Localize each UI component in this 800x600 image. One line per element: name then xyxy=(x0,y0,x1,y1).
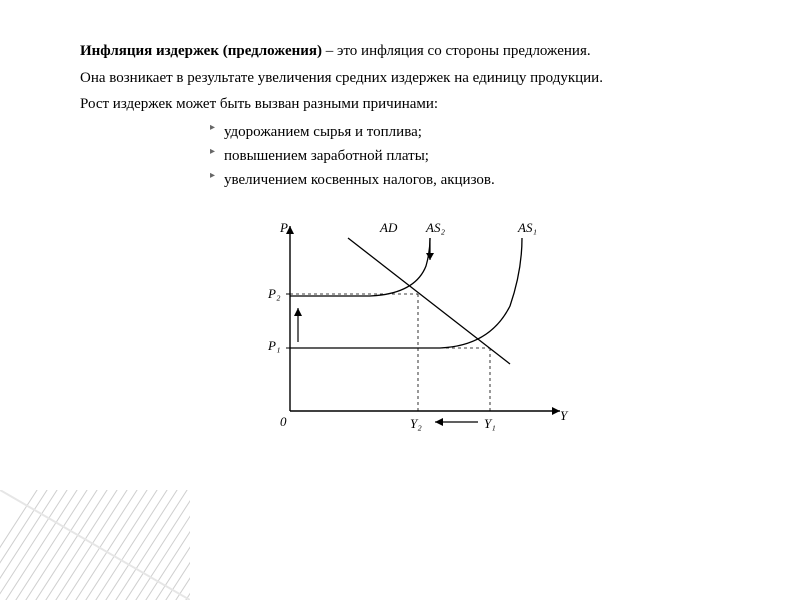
axis-tick-p1: P₁ xyxy=(268,338,280,354)
explain-paragraph: Она возникает в результате увеличения ср… xyxy=(80,67,740,90)
term-rest: – это инфляция со стороны предложения. xyxy=(322,43,591,59)
list-item: удорожанием сырья и топлива; xyxy=(210,120,740,144)
axis-origin: 0 xyxy=(280,414,287,430)
slide-content: Инфляция издержек (предложения) – это ин… xyxy=(0,0,800,456)
chart-container: P AD AS₂ AS₁ P₂ P₁ 0 Y₂ Y₁ Y xyxy=(80,216,740,436)
definition-paragraph: Инфляция издержек (предложения) – это ин… xyxy=(80,40,740,63)
chart-svg xyxy=(240,216,580,436)
curve-label-as2: AS₂ xyxy=(426,220,445,236)
list-item: увеличением косвенных налогов, акцизов. xyxy=(210,168,740,192)
causes-intro: Рост издержек может быть вызван разными … xyxy=(80,93,740,116)
corner-decoration xyxy=(0,490,190,600)
curve-label-ad: AD xyxy=(380,220,397,236)
axis-label-y: Y xyxy=(560,408,567,424)
axis-tick-p2: P₂ xyxy=(268,286,280,302)
axis-tick-y2: Y₂ xyxy=(410,416,422,432)
list-item: повышением заработной платы; xyxy=(210,144,740,168)
causes-list: удорожанием сырья и топлива; повышением … xyxy=(80,120,740,192)
axis-label-p: P xyxy=(280,220,288,236)
term: Инфляция издержек (предложения) xyxy=(80,43,322,59)
curve-label-as1: AS₁ xyxy=(518,220,537,236)
axis-tick-y1: Y₁ xyxy=(484,416,496,432)
ad-as-chart: P AD AS₂ AS₁ P₂ P₁ 0 Y₂ Y₁ Y xyxy=(240,216,580,436)
